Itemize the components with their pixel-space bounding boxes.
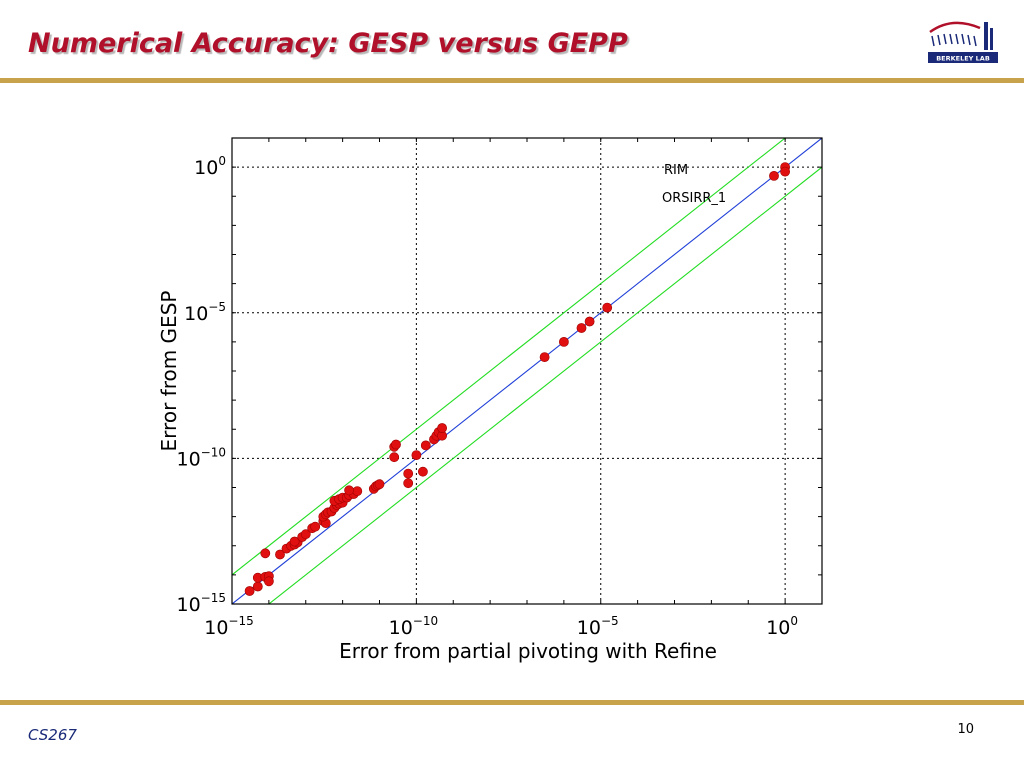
data-point	[352, 486, 363, 496]
x-tick-label: 100	[766, 614, 798, 639]
annotation-rim: RIM	[664, 163, 688, 178]
data-points	[244, 162, 790, 596]
course-label: CS267	[28, 726, 77, 744]
slide-title: Numerical Accuracy: GESP versus GEPP	[28, 28, 628, 59]
data-point	[300, 529, 311, 540]
x-tick-labels: 10−15 10−10 10−5 100	[204, 614, 798, 639]
data-point	[558, 336, 569, 347]
data-point	[310, 521, 321, 532]
logo-text: BERKELEY LAB	[936, 55, 990, 63]
upper-bound-line	[232, 138, 787, 576]
data-point	[420, 440, 431, 451]
y-tick-labels: 10−15 10−10 10−5 100	[176, 154, 226, 616]
data-point	[539, 352, 550, 362]
data-point	[602, 302, 613, 313]
x-axis-label: Error from partial pivoting with Refine	[339, 639, 717, 663]
berkeley-lab-logo: BERKELEY LAB	[928, 21, 998, 63]
footer-divider	[0, 700, 1024, 705]
data-point	[260, 548, 271, 559]
header-divider	[0, 78, 1024, 83]
data-point	[437, 423, 447, 433]
diagonal-line	[232, 138, 822, 604]
y-tick-label: 10−5	[184, 300, 226, 325]
data-point	[244, 586, 255, 596]
data-point	[576, 323, 587, 333]
data-point	[417, 466, 428, 477]
y-axis-label: Error from GESP	[157, 291, 181, 452]
data-point	[275, 549, 285, 560]
x-tick-label: 10−10	[389, 614, 439, 639]
data-point	[389, 452, 400, 463]
annotation-orsirr: ORSIRR_1	[662, 191, 726, 206]
y-tick-label: 10−15	[176, 591, 226, 616]
data-point	[289, 536, 300, 547]
data-point	[344, 485, 354, 496]
lower-bound-line	[267, 166, 822, 604]
x-tick-label: 10−15	[204, 614, 254, 639]
data-point	[769, 171, 779, 181]
axis-ticks	[231, 137, 823, 605]
y-tick-label: 10−10	[176, 445, 226, 470]
y-tick-label: 100	[194, 154, 226, 179]
page-number: 10	[957, 722, 974, 737]
data-point	[403, 468, 414, 479]
x-tick-label: 10−5	[577, 614, 619, 639]
data-point	[391, 439, 401, 450]
data-point	[403, 478, 414, 489]
data-point	[780, 166, 790, 177]
grid-lines	[232, 138, 822, 604]
data-point	[374, 479, 385, 490]
data-point	[252, 581, 263, 592]
data-point	[411, 450, 422, 460]
data-point	[584, 316, 595, 327]
data-point	[264, 576, 274, 587]
